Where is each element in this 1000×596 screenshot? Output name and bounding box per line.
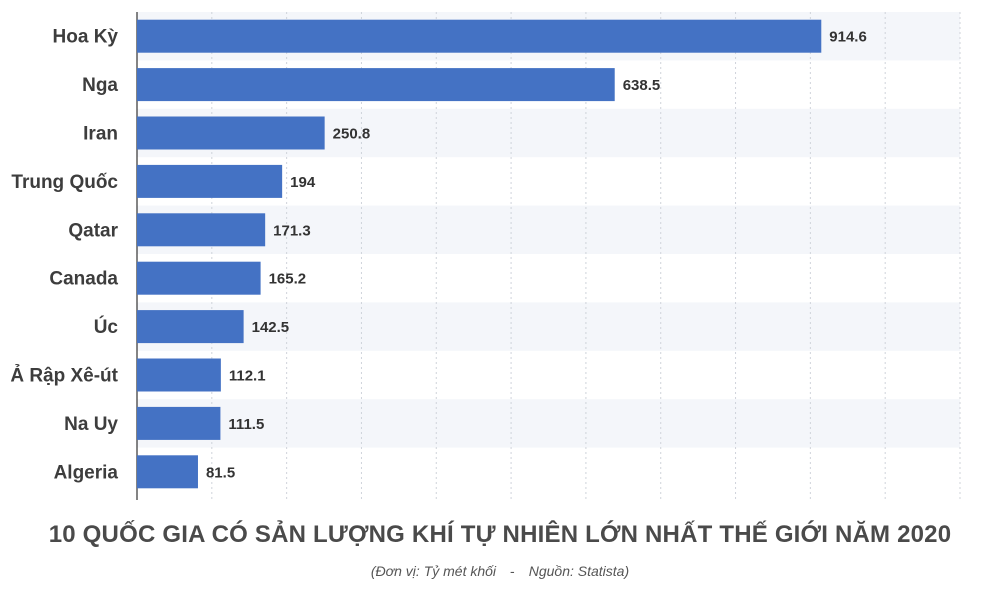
row-band: [137, 302, 960, 351]
row-band: [137, 205, 960, 254]
data-label: 111.5: [228, 416, 264, 433]
category-label: Ả Rập Xê-út: [10, 365, 118, 387]
category-label: Hoa Kỳ: [53, 27, 119, 48]
row-bands: [137, 12, 960, 448]
data-label: 81.5: [206, 464, 235, 481]
category-label: Algeria: [54, 462, 119, 483]
data-label: 171.3: [273, 222, 311, 239]
data-label: 194: [290, 174, 316, 191]
category-labels: Hoa Kỳ Nga Iran Trung Quốc Qatar Canada Úc Ả Rậ…: [10, 27, 118, 484]
data-label: 165.2: [269, 271, 307, 288]
data-label: 112.1: [229, 368, 266, 385]
bar-chart: Hoa Kỳ Nga Iran Trung Quốc Qatar Canada Úc Ả Rậ…: [10, 12, 961, 500]
category-label: Iran: [83, 124, 118, 145]
data-label: 142.5: [252, 319, 290, 336]
data-label: 250.8: [333, 126, 371, 143]
row-band: [137, 399, 960, 448]
bar: [137, 19, 822, 53]
bar: [137, 213, 266, 247]
category-label: Úc: [94, 316, 119, 338]
note-separator: -: [510, 563, 515, 579]
chart-subtitle: (Đơn vị: Tỷ mét khối - Nguồn: Statista): [0, 563, 1000, 579]
data-label: 638.5: [623, 77, 661, 94]
category-label: Trung Quốc: [11, 172, 118, 193]
bar: [137, 406, 221, 440]
bar: [137, 68, 615, 102]
value-labels: 914.6 638.5 250.8 194 171.3 165.2 142.5 112.1 11…: [206, 29, 867, 482]
bar: [137, 261, 261, 295]
category-label: Canada: [49, 269, 118, 290]
data-label: 914.6: [829, 29, 867, 46]
bars: [137, 19, 822, 489]
bar: [137, 310, 244, 344]
chart-title: 10 QUỐC GIA CÓ SẢN LƯỢNG KHÍ TỰ NHIÊN LỚ…: [48, 521, 952, 548]
source-note: Nguồn: Statista): [528, 563, 630, 579]
category-label: Nga: [82, 75, 118, 96]
bar: [137, 164, 283, 198]
bar: [137, 116, 325, 150]
bar: [137, 358, 221, 392]
unit-note: (Đơn vị: Tỷ mét khối: [370, 563, 497, 579]
category-label: Qatar: [68, 220, 118, 241]
category-label: Na Uy: [64, 414, 118, 435]
bar: [137, 455, 198, 489]
